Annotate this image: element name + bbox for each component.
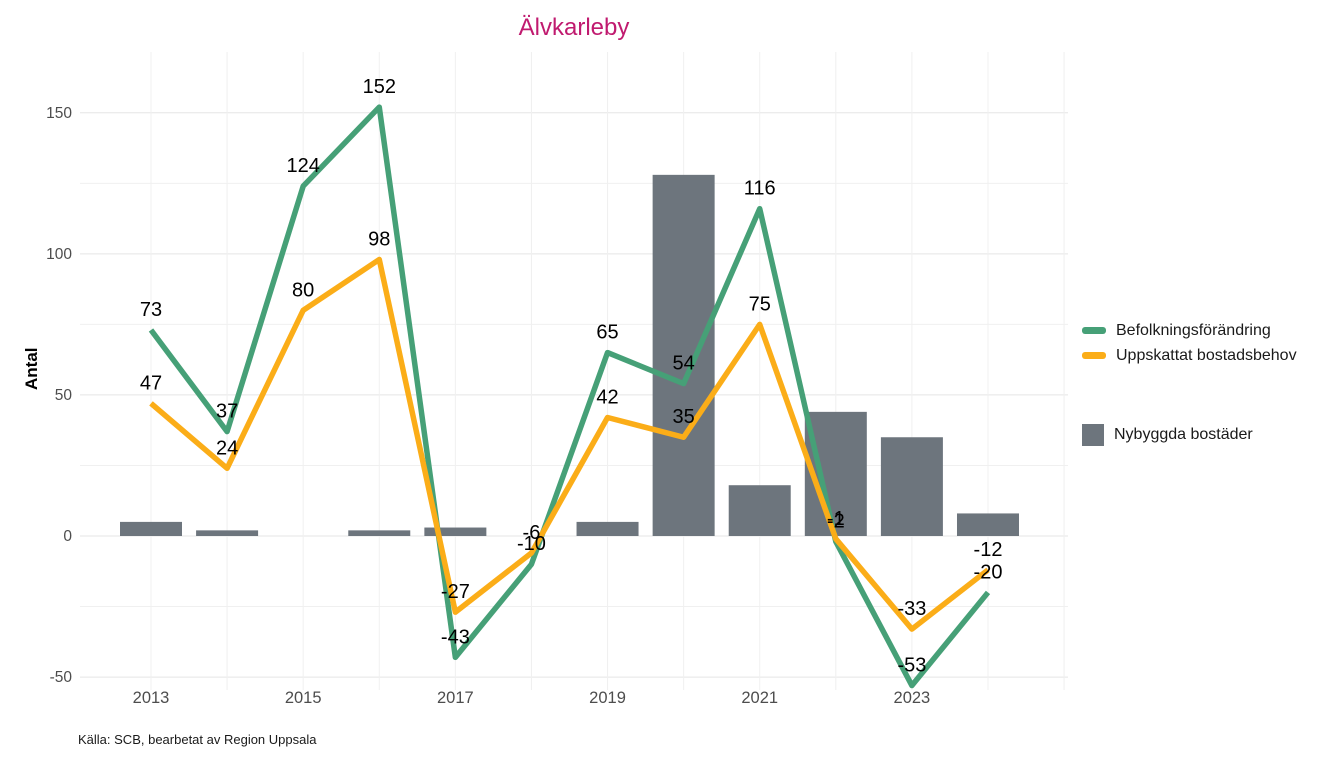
bar-2013 xyxy=(120,521,182,536)
value-label: -33 xyxy=(897,598,926,620)
bar-2023 xyxy=(880,437,943,536)
bar-2019 xyxy=(576,521,639,536)
value-label: 124 xyxy=(286,155,319,177)
value-label: -6 xyxy=(523,522,541,544)
population-line-swatch-icon xyxy=(1082,327,1106,334)
x-tick-label: 2021 xyxy=(741,689,778,707)
chart-legend: Befolkningsförändring Uppskattat bostads… xyxy=(1082,318,1332,447)
legend-item-housing: Uppskattat bostadsbehov xyxy=(1082,343,1332,368)
x-tick-label: 2015 xyxy=(285,689,322,707)
value-label: -20 xyxy=(974,561,1003,583)
x-tick-label: 2017 xyxy=(437,689,474,707)
y-tick-label: 100 xyxy=(46,246,72,263)
value-label: -53 xyxy=(897,655,926,677)
legend-item-newbuilt: Nybyggda bostäder xyxy=(1082,422,1332,447)
value-label: 37 xyxy=(216,401,238,423)
chart-title: Älvkarleby xyxy=(518,14,630,41)
bar-2017 xyxy=(424,527,487,536)
value-label: 152 xyxy=(363,76,396,98)
value-label: -27 xyxy=(441,581,470,603)
y-tick-label: -50 xyxy=(50,669,73,686)
value-label: 24 xyxy=(216,437,238,459)
bar-2020 xyxy=(652,174,715,536)
y-tick-label: 150 xyxy=(46,105,72,122)
value-label: -10 xyxy=(517,533,546,555)
value-label: -2 xyxy=(827,511,845,533)
source-note: Källa: SCB, bearbetat av Region Uppsala xyxy=(78,732,317,747)
value-label: -12 xyxy=(974,539,1003,561)
legend-item-population: Befolkningsförändring xyxy=(1082,318,1332,343)
value-label: 98 xyxy=(368,228,390,250)
bar-2016 xyxy=(348,530,411,536)
value-label: 75 xyxy=(749,293,771,315)
value-label: -43 xyxy=(441,626,470,648)
legend-label-newbuilt: Nybyggda bostäder xyxy=(1114,425,1253,443)
y-tick-label: 50 xyxy=(55,387,73,404)
value-label: 116 xyxy=(744,178,776,200)
x-tick-label: 2013 xyxy=(133,689,170,707)
value-label: 65 xyxy=(596,322,618,344)
legend-label-housing: Uppskattat bostadsbehov xyxy=(1116,346,1297,364)
value-label: -1 xyxy=(827,508,845,530)
value-label: 73 xyxy=(140,299,162,321)
bar-2024 xyxy=(956,513,1019,536)
legend-label-population: Befolkningsförändring xyxy=(1116,321,1271,339)
newbuilt-bar-swatch-icon xyxy=(1082,423,1104,446)
housing-need-line xyxy=(149,256,990,632)
value-label: 80 xyxy=(292,279,314,301)
x-tick-label: 2019 xyxy=(589,689,626,707)
bar-2021 xyxy=(728,485,791,536)
value-label: 54 xyxy=(673,353,695,375)
value-label: 47 xyxy=(140,372,162,394)
value-label: 35 xyxy=(673,406,695,428)
x-tick-label: 2023 xyxy=(894,689,931,707)
legend-spacer xyxy=(1082,368,1332,422)
bar-2014 xyxy=(196,530,259,536)
value-label: 42 xyxy=(596,386,618,408)
y-tick-label: 0 xyxy=(63,528,72,545)
y-axis-title: Antal xyxy=(22,347,41,391)
population-line xyxy=(148,104,991,689)
housing-line-swatch-icon xyxy=(1082,352,1106,359)
